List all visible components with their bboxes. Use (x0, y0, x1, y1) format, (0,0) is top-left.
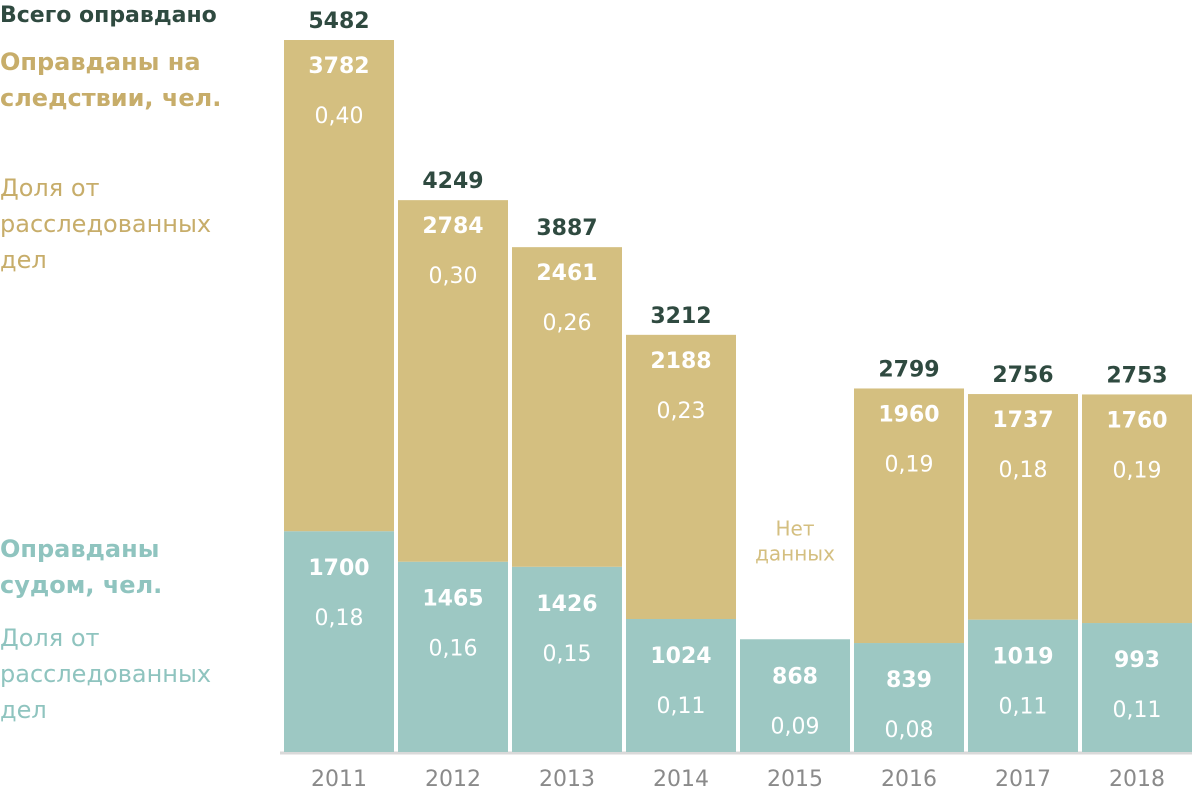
bar-investigation-2013 (512, 247, 622, 567)
bar-court-2013 (512, 566, 622, 752)
x-tick-2012: 2012 (425, 767, 481, 790)
x-tick-2018: 2018 (1109, 767, 1165, 790)
x-tick-2013: 2013 (539, 767, 595, 790)
data-label-investigation-2018: 1760 (1106, 408, 1167, 433)
x-tick-2014: 2014 (653, 767, 709, 790)
bar-investigation-2012 (398, 200, 508, 562)
legend-court-share: Доля от расследованных дел (0, 624, 212, 724)
share-label-court-2015: 0,09 (771, 714, 820, 739)
share-label-court-2016: 0,08 (885, 718, 934, 743)
no-data-label-line1: Нет (776, 516, 815, 540)
share-label-court-2014: 0,11 (657, 694, 706, 719)
bar-investigation-2016 (854, 388, 964, 644)
data-label-court-2014: 1024 (650, 644, 711, 669)
bar-court-2012 (398, 561, 508, 752)
share-label-investigation-2013: 0,26 (543, 311, 592, 336)
bar-investigation-2017 (968, 394, 1078, 620)
legend-total: Всего оправдано (0, 3, 217, 28)
bar-investigation-2014 (626, 334, 736, 620)
bar-court-2011 (284, 531, 394, 752)
no-data-label-line2: данных (755, 541, 835, 565)
data-label-investigation-2014: 2188 (650, 349, 711, 374)
total-label-2018: 2753 (1106, 363, 1167, 388)
data-label-investigation-2011: 3782 (308, 54, 369, 79)
x-tick-2011: 2011 (311, 767, 367, 790)
total-label-2012: 4249 (422, 169, 483, 194)
bar-court-2017 (968, 619, 1078, 752)
total-label-2013: 3887 (536, 216, 597, 241)
share-label-investigation-2012: 0,30 (429, 264, 478, 289)
total-label-2016: 2799 (878, 357, 939, 382)
share-label-investigation-2014: 0,23 (657, 399, 706, 424)
share-label-investigation-2017: 0,18 (999, 458, 1048, 483)
data-label-court-2012: 1465 (422, 587, 483, 612)
data-label-court-2017: 1019 (992, 645, 1053, 670)
share-label-investigation-2016: 0,19 (885, 452, 934, 477)
share-label-court-2012: 0,16 (429, 637, 478, 662)
data-label-investigation-2016: 1960 (878, 402, 939, 427)
x-tick-2017: 2017 (995, 767, 1051, 790)
data-label-court-2016: 839 (886, 668, 932, 693)
data-label-court-2018: 993 (1114, 648, 1160, 673)
legend-court-title: Оправданы судом, чел. (0, 535, 163, 599)
bar-investigation-2018 (1082, 394, 1192, 624)
legend-investigation-title: Оправданы на следствии, чел. (0, 48, 222, 112)
share-label-court-2017: 0,11 (999, 695, 1048, 720)
data-label-court-2015: 868 (772, 664, 818, 689)
bar-investigation-2011 (284, 40, 394, 532)
total-label-2011: 5482 (308, 9, 369, 34)
bar-court-2015 (740, 639, 850, 752)
data-label-investigation-2017: 1737 (992, 408, 1053, 433)
share-label-court-2011: 0,18 (315, 606, 364, 631)
x-tick-2015: 2015 (767, 767, 823, 790)
share-label-court-2013: 0,15 (543, 642, 592, 667)
data-label-investigation-2012: 2784 (422, 214, 483, 239)
x-tick-2016: 2016 (881, 767, 937, 790)
bar-court-2014 (626, 619, 736, 752)
share-label-court-2018: 0,11 (1113, 698, 1162, 723)
data-label-court-2013: 1426 (536, 592, 597, 617)
data-label-court-2011: 1700 (308, 556, 369, 581)
bar-court-2016 (854, 643, 964, 752)
share-label-investigation-2018: 0,19 (1113, 458, 1162, 483)
share-label-investigation-2011: 0,40 (315, 104, 364, 129)
legend-investigation-share: Доля от расследованных дел (0, 174, 212, 274)
total-label-2014: 3212 (650, 304, 711, 329)
total-label-2017: 2756 (992, 363, 1053, 388)
bar-court-2018 (1082, 623, 1192, 752)
data-label-investigation-2013: 2461 (536, 261, 597, 286)
